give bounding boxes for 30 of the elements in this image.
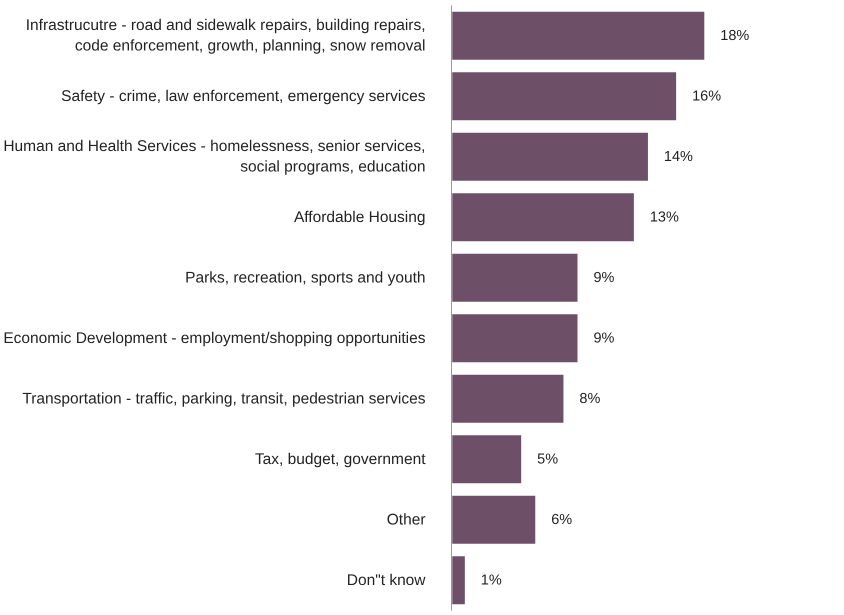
bar <box>452 312 580 364</box>
bar <box>452 554 466 606</box>
y-tick-label: Tax, budget, government <box>254 450 426 468</box>
data-label: 5% <box>537 451 558 468</box>
data-label: 1% <box>480 572 502 588</box>
bar <box>452 434 523 485</box>
data-label: 9% <box>593 270 615 286</box>
bar <box>452 373 565 424</box>
data-label: 9% <box>593 330 615 346</box>
y-tick-label: Infrastrucutre - road and sidewalk repairs, building repairs, code enforcement, growth, planning, snow removal <box>26 17 426 54</box>
bar <box>452 252 580 304</box>
data-label: 18% <box>720 28 750 44</box>
data-label: 8% <box>579 390 600 407</box>
y-tick-label: Economic Development - employment/shopping opportunities <box>3 330 426 347</box>
data-label: 6% <box>551 512 572 528</box>
data-label: 13% <box>650 209 679 226</box>
data-label: 14% <box>664 148 694 165</box>
bar <box>452 192 636 243</box>
y-tick-label: Affordable Housing <box>294 208 426 226</box>
y-tick-label: Don"t know <box>346 572 426 589</box>
bar <box>452 494 537 546</box>
y-tick-label: Other <box>386 511 426 528</box>
y-tick-label: Transportation - traffic, parking, transit, pedestrian services <box>22 390 426 408</box>
bar <box>452 131 650 182</box>
y-tick-label: Human and Health Services - homelessness, senior services, social programs, education <box>3 138 426 176</box>
data-label: 16% <box>692 88 722 104</box>
y-tick-label: Safety - crime, law enforcement, emergency services <box>61 88 426 105</box>
y-tick-label: Parks, recreation, sports and youth <box>185 269 426 286</box>
bar <box>452 70 678 122</box>
bar <box>452 10 706 62</box>
